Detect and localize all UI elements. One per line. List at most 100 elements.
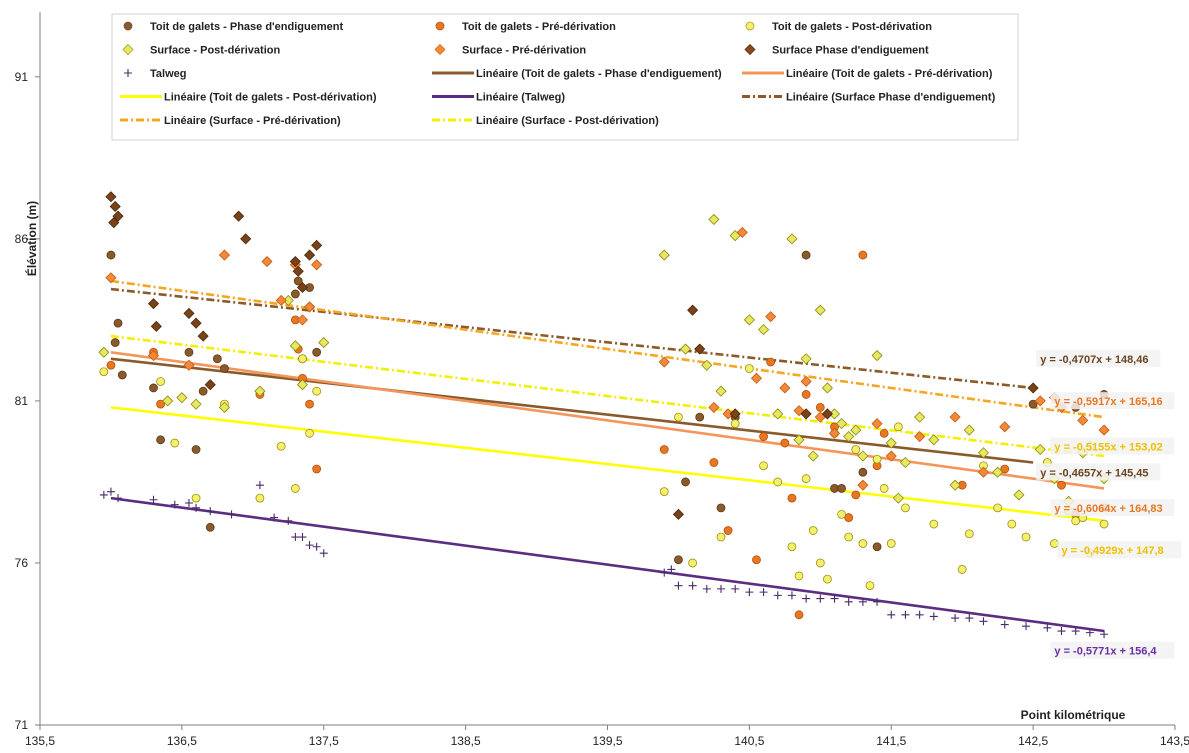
series-group <box>105 226 1110 491</box>
data-point <box>255 481 264 490</box>
data-point <box>858 250 868 260</box>
equation-background <box>1036 350 1161 368</box>
data-point <box>872 454 882 464</box>
data-point <box>723 526 733 535</box>
legend-item: Surface - Post-dérivation <box>122 43 280 57</box>
data-point <box>949 411 961 423</box>
data-point <box>844 597 853 606</box>
data-point <box>156 377 165 386</box>
data-point <box>184 347 194 357</box>
trendline <box>110 334 1105 458</box>
data-point <box>744 364 754 373</box>
data-point <box>951 614 960 623</box>
data-point <box>977 466 990 478</box>
series-group <box>99 481 1109 639</box>
y-tick-label: 71 <box>15 718 29 732</box>
data-point <box>1098 424 1110 436</box>
data-point <box>899 456 912 469</box>
x-tick-label: 142,5 <box>1018 734 1048 748</box>
data-point <box>106 360 116 370</box>
data-point <box>113 318 123 328</box>
data-point <box>312 464 322 474</box>
data-point <box>114 494 123 503</box>
legend-label: Linéaire (Talweg) <box>476 92 565 104</box>
data-point <box>914 430 926 443</box>
trendlines <box>110 279 1105 633</box>
data-point <box>858 597 867 606</box>
data-point <box>807 450 819 462</box>
equation-text: y = -0,6064x + 164,83 <box>1054 503 1162 515</box>
data-point <box>1013 489 1025 501</box>
data-point <box>843 430 855 443</box>
data-point <box>957 565 967 574</box>
data-point <box>303 249 316 261</box>
data-point <box>658 356 670 368</box>
data-point <box>1085 628 1094 637</box>
data-point <box>1071 516 1081 526</box>
legend-label: Talweg <box>150 68 186 80</box>
equation-background <box>1050 499 1175 517</box>
data-point <box>745 588 754 597</box>
data-point <box>296 281 309 294</box>
data-point <box>255 493 265 503</box>
equation-background <box>1057 541 1182 559</box>
data-point <box>205 522 215 532</box>
data-point <box>865 581 875 591</box>
data-point <box>701 359 713 371</box>
data-point <box>1099 519 1109 529</box>
data-point <box>844 532 854 542</box>
data-point <box>821 382 833 394</box>
equation-background <box>1050 392 1175 410</box>
data-point <box>658 249 670 261</box>
equation-text: y = -0,5771x + 156,4 <box>1054 646 1157 658</box>
data-point <box>184 498 193 507</box>
equation-background <box>1050 437 1175 455</box>
data-point <box>766 357 776 367</box>
data-point <box>674 412 683 422</box>
data-point <box>694 343 706 355</box>
equation-text: y = -0,4707x + 148,46 <box>1040 354 1148 366</box>
data-point <box>290 484 300 493</box>
data-point <box>191 493 201 503</box>
y-tick-label: 86 <box>15 232 29 246</box>
data-point <box>800 408 812 420</box>
data-point <box>218 401 231 413</box>
data-point <box>786 233 798 245</box>
data-point <box>318 337 330 349</box>
trendline <box>110 406 1105 523</box>
data-point <box>106 487 115 496</box>
data-point <box>296 379 309 391</box>
data-point <box>117 370 127 380</box>
data-point <box>227 510 236 519</box>
data-point <box>830 594 839 603</box>
data-point <box>270 513 279 522</box>
data-point <box>801 390 811 399</box>
data-point <box>261 255 273 268</box>
data-point <box>893 422 903 432</box>
data-point <box>765 311 777 323</box>
data-point <box>1100 630 1109 639</box>
data-point <box>1028 399 1038 409</box>
legend-label: Toit de galets - Post-dérivation <box>772 21 932 33</box>
data-point <box>801 250 811 260</box>
data-point <box>197 330 209 342</box>
x-tick-label: 143,5 <box>1160 734 1189 748</box>
data-point <box>183 307 195 319</box>
data-point <box>708 213 720 225</box>
data-point <box>759 588 768 597</box>
data-point <box>106 250 116 260</box>
data-point <box>752 555 761 565</box>
data-point <box>949 479 961 491</box>
data-point <box>873 597 882 606</box>
data-point <box>303 301 316 313</box>
legend-item: Toit de galets - Pré-dérivation <box>435 21 616 33</box>
data-point <box>254 385 266 397</box>
data-point <box>802 594 811 603</box>
data-point <box>993 503 1003 513</box>
legend-item: Linéaire (Toit de galets - Pré-dérivatio… <box>742 68 993 80</box>
legend-label: Toit de galets - Pré-dérivation <box>462 21 616 33</box>
data-point <box>729 408 741 420</box>
data-point <box>716 532 726 542</box>
data-point <box>1071 627 1080 636</box>
data-point <box>885 437 897 449</box>
